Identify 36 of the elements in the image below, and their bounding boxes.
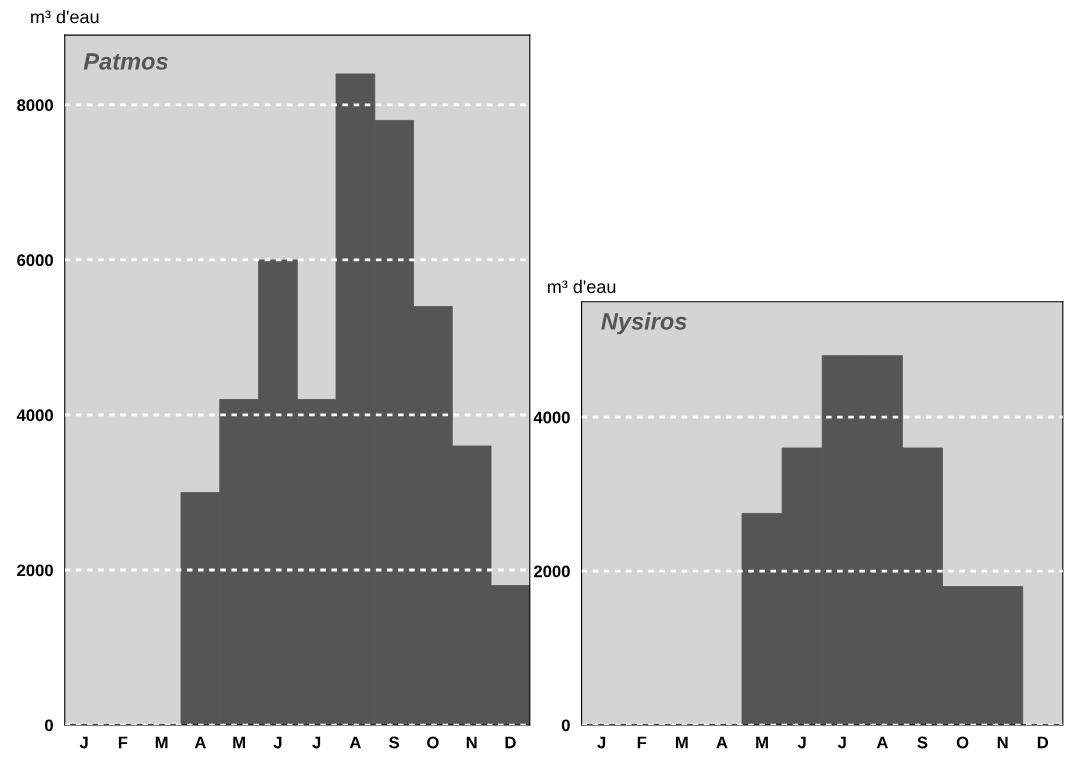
y-tick-label: 2000 xyxy=(533,565,570,578)
x-tick-label: A xyxy=(194,736,206,749)
y-axis-title: m³ d'eau xyxy=(547,279,616,294)
x-tick-label: M xyxy=(676,736,688,749)
x-tick-label: O xyxy=(956,736,969,749)
x-tick-label: D xyxy=(1037,736,1049,749)
y-tick-label: 4000 xyxy=(533,411,570,424)
x-tick-label: M xyxy=(155,736,168,749)
x-tick-label: N xyxy=(466,736,477,749)
x-tick-label: J xyxy=(797,736,806,749)
x-tick-label: M xyxy=(756,736,768,749)
x-tick-label: J xyxy=(312,736,321,749)
x-tick-label: F xyxy=(118,736,128,749)
x-tick-label: D xyxy=(505,736,516,749)
x-tick-label: J xyxy=(273,736,282,749)
y-tick-label: 4000 xyxy=(16,409,53,422)
x-tick-label: F xyxy=(637,736,647,749)
y-axis-title: m³ d'eau xyxy=(31,10,99,24)
x-tick-label: A xyxy=(716,736,728,749)
x-tick-label: S xyxy=(389,736,400,749)
y-tick-label: 0 xyxy=(45,719,53,732)
x-tick-label: J xyxy=(597,736,606,749)
x-tick-label: S xyxy=(917,736,928,749)
x-tick-label: O xyxy=(427,736,439,749)
y-tick-label: 8000 xyxy=(17,99,53,112)
x-tick-label: J xyxy=(79,736,88,749)
x-tick-label: M xyxy=(233,736,245,749)
x-tick-label: A xyxy=(349,736,361,749)
y-tick-label: 2000 xyxy=(17,564,53,577)
text: Patmos xyxy=(83,53,168,70)
x-tick-label: N xyxy=(997,736,1008,749)
y-tick-label: 0 xyxy=(561,719,570,732)
y-tick-label: 6000 xyxy=(17,254,53,267)
x-tick-label: A xyxy=(876,736,888,749)
x-tick-label: J xyxy=(837,736,846,749)
chart-title: Nysiros xyxy=(601,312,687,335)
